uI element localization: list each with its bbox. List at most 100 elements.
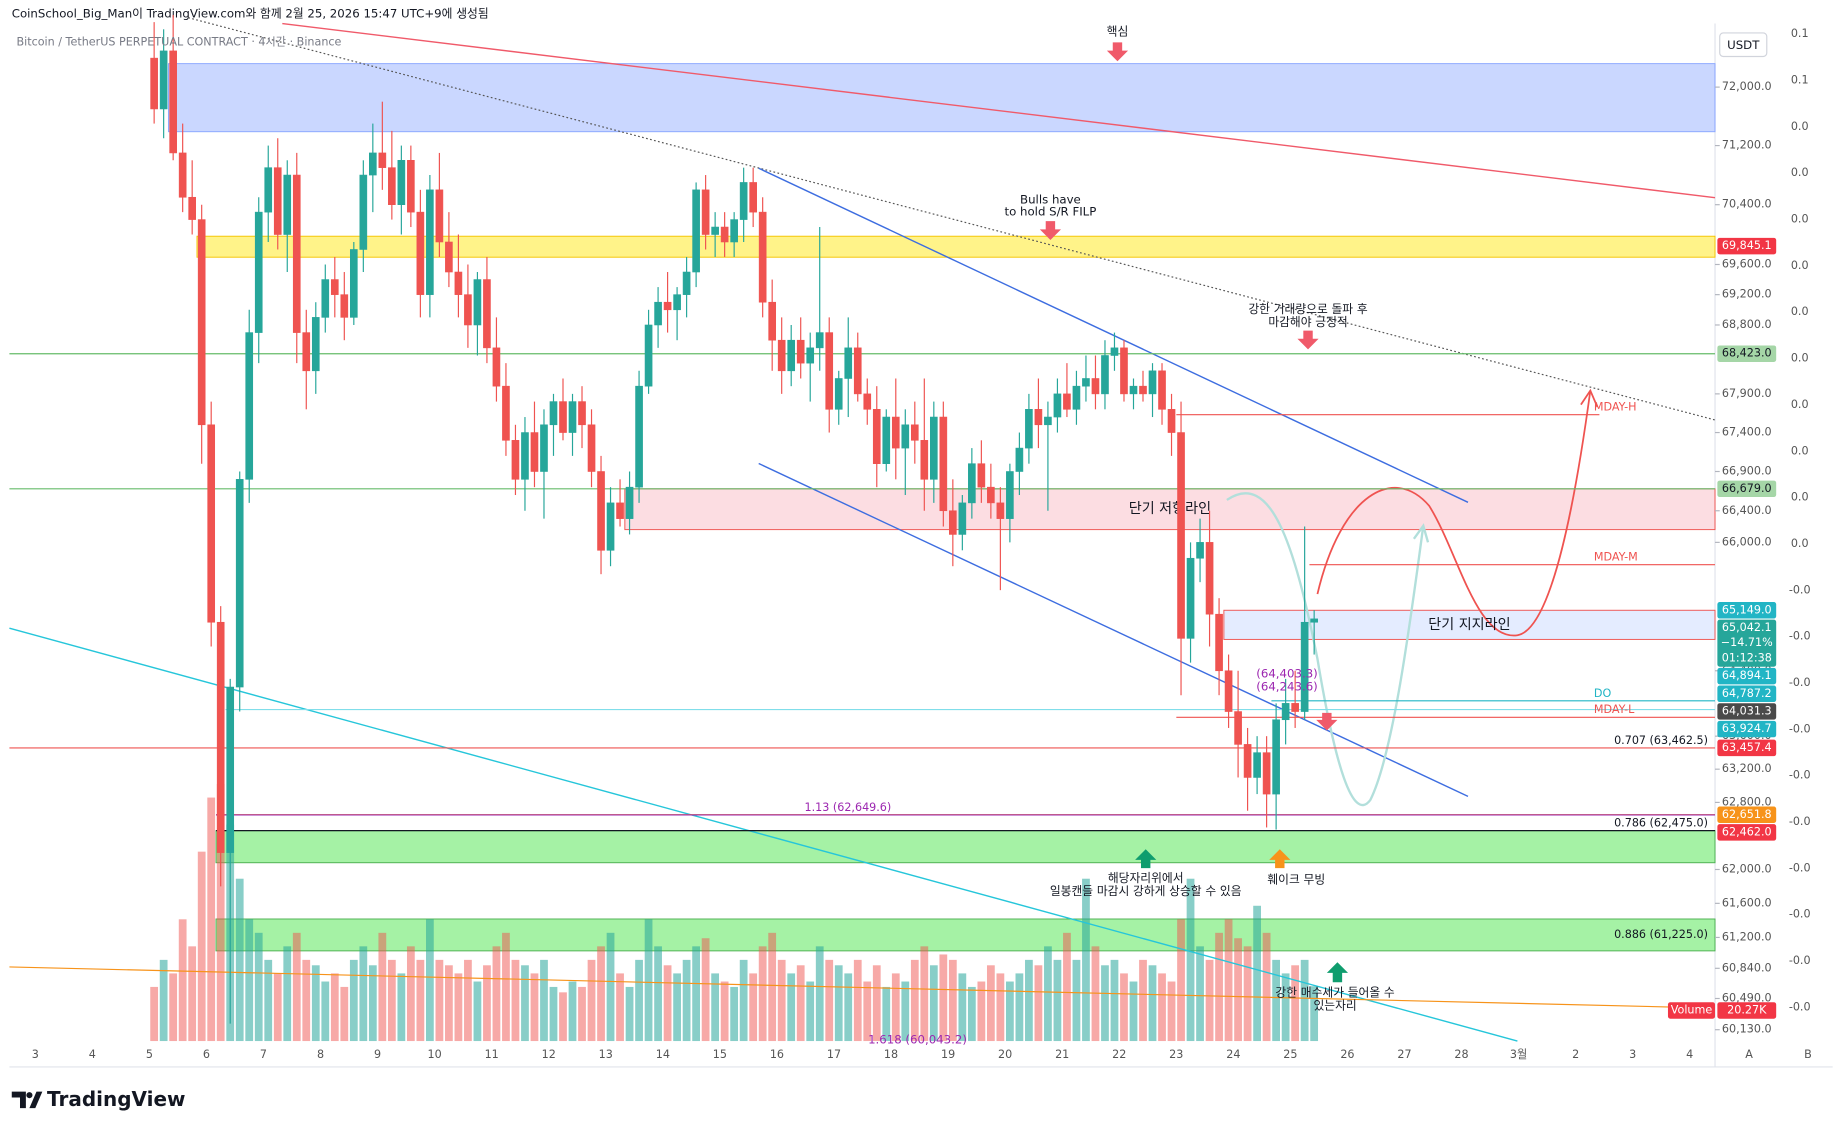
arrow-up (1269, 849, 1291, 869)
candle-body (1129, 385, 1138, 395)
volume-bar (549, 986, 558, 1042)
candle-body (1006, 471, 1014, 519)
y-tick-label: 68,800.0 (1722, 318, 1772, 331)
candle-body (226, 686, 235, 853)
candle-body (454, 271, 463, 295)
arrow-down (1106, 42, 1129, 62)
volume-bar (720, 981, 729, 1042)
volume-bar (416, 959, 425, 1042)
currency-box[interactable] (1719, 32, 1768, 58)
zone (167, 63, 1716, 133)
candle-body (834, 378, 843, 410)
volume-bar (311, 965, 320, 1042)
projection-arrow (1580, 388, 1599, 408)
x-tick-label: 3월 (1510, 1048, 1527, 1061)
candle-body (1177, 432, 1185, 639)
candle-body (483, 279, 491, 349)
candle-body (1063, 393, 1071, 410)
candle-body (1082, 378, 1090, 387)
volume-badge (1667, 1002, 1716, 1019)
volume-bar (530, 973, 539, 1042)
candle-body (1167, 409, 1176, 433)
candle-body (359, 174, 368, 250)
x-tick-label: 3 (32, 1048, 39, 1061)
volume-bar (986, 965, 995, 1042)
x-tick-label: 17 (827, 1048, 841, 1061)
volume-bar (435, 959, 444, 1042)
volume-bar (406, 946, 415, 1042)
zone-label: 단기 지지라인 (1428, 617, 1510, 633)
candle-body (853, 347, 862, 395)
volume-bar (920, 946, 929, 1042)
indicator-scale-label: -0.0 (1789, 676, 1811, 689)
projection-arrow (1412, 523, 1430, 543)
volume-bar (1148, 965, 1157, 1042)
volume-bar (492, 946, 501, 1042)
volume-bar (464, 959, 472, 1042)
candle-body (1243, 744, 1252, 778)
x-tick-label: 19 (941, 1048, 955, 1061)
candle-body (987, 486, 995, 504)
candle-body (682, 271, 691, 295)
price-badge (1717, 703, 1777, 720)
drawings (9, 17, 1716, 1042)
volume-bar (967, 986, 976, 1042)
channel-line (758, 167, 1469, 503)
candle-body (673, 294, 681, 311)
volume-bar (692, 946, 700, 1042)
trend-line (9, 966, 1716, 1009)
y-tick-label: 66,400.0 (1722, 504, 1772, 517)
volume-bar (910, 959, 919, 1042)
indicator-scale-label: -0.0 (1789, 583, 1811, 596)
price-badge (1717, 720, 1777, 738)
candle-body (1234, 711, 1242, 745)
volume-bar (1253, 905, 1261, 1042)
volume-bar (1015, 973, 1024, 1042)
zone (624, 488, 1716, 531)
volume-bar (758, 946, 767, 1042)
annotation: 마감해야 긍정적 (1268, 315, 1347, 329)
price-badge-label: 63,924.7 (1722, 722, 1772, 735)
candle-body (929, 416, 938, 480)
arrow-down (1316, 712, 1338, 731)
price-badge-label: 68,423.0 (1722, 347, 1772, 360)
indicator-scale-label: -0.0 (1789, 954, 1811, 967)
level-label: MDAY-H (1594, 401, 1637, 414)
indicator-scale-label: -0.0 (1789, 722, 1811, 735)
volume-bar (1034, 965, 1043, 1042)
indicator-scale-label: 0.0 (1791, 120, 1809, 133)
volume-bar (1215, 932, 1223, 1042)
volume (150, 784, 1319, 1042)
candle-body (796, 339, 805, 364)
zones (167, 63, 1716, 952)
candle-body (1215, 613, 1223, 672)
candle-body (150, 57, 158, 110)
volume-bar (150, 986, 159, 1042)
y-tick-label: 63,200.0 (1722, 762, 1772, 775)
candle-body (1148, 370, 1157, 395)
y-tick-label: 70,400.0 (1722, 198, 1772, 211)
volume-bar (1310, 986, 1319, 1042)
annotation: 강한 거래량으로 돌파 후 (1248, 302, 1367, 316)
annotation: 핵심 (1107, 24, 1129, 38)
candle-body (340, 294, 349, 318)
volume-bar (606, 932, 615, 1042)
volume-bar (635, 959, 643, 1042)
indicator-scale-label: 0.0 (1791, 213, 1809, 226)
channel-line (758, 462, 1469, 798)
volume-bar (359, 946, 368, 1042)
volume-bar (948, 959, 957, 1042)
candle-body (730, 219, 738, 243)
indicator-scale-label: 0.0 (1791, 352, 1809, 365)
volume-bar (844, 973, 853, 1042)
candle-body (901, 424, 910, 449)
annotation: 강한 매수세가 들어올 수 (1275, 985, 1394, 999)
y-tick-label: 66,900.0 (1722, 465, 1772, 478)
volume-bar (815, 946, 824, 1042)
volume-bar (378, 932, 387, 1042)
volume-bar (806, 981, 815, 1042)
candle-body (815, 332, 824, 349)
price-badge (1717, 806, 1777, 823)
